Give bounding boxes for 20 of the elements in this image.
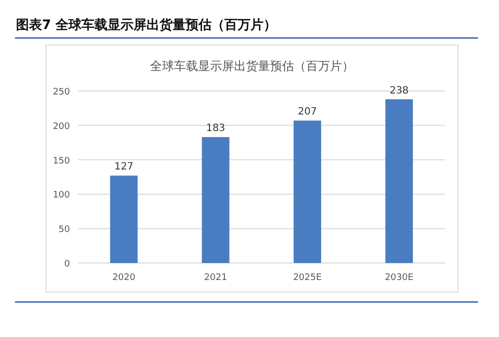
x-tick-label: 2030E [384, 273, 414, 283]
y-tick-label: 100 [52, 190, 70, 201]
y-tick-label: 0 [64, 260, 70, 270]
x-tick-label: 2020 [112, 273, 136, 283]
chart-title: 图表7 全球车载显示屏出货量预估（百万片） [16, 17, 277, 33]
data-label: 207 [298, 106, 317, 118]
x-tick-label: 2025E [293, 273, 322, 283]
bar [202, 137, 230, 263]
bar [294, 120, 322, 263]
x-tick-label: 2021 [204, 273, 228, 283]
data-label: 127 [114, 162, 134, 173]
bar [385, 99, 413, 263]
chart-subtitle: 全球车载显示屏出货量预估（百万片） [150, 59, 354, 73]
y-tick-label: 50 [58, 225, 70, 236]
data-label: 183 [206, 123, 226, 134]
data-label: 238 [390, 85, 409, 96]
bar [110, 176, 138, 263]
y-tick-label: 200 [52, 122, 70, 132]
y-tick-label: 250 [52, 88, 70, 98]
y-tick-label: 150 [52, 156, 70, 166]
